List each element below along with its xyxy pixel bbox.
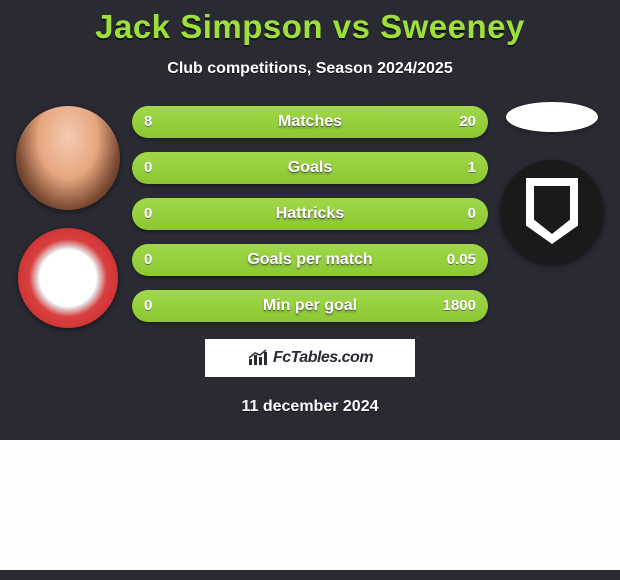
player2-column: [492, 106, 612, 264]
page-title: Jack Simpson vs Sweeney: [0, 8, 620, 46]
stat-label: Goals: [132, 152, 488, 184]
stat-row-matches: 8 Matches 20: [132, 106, 488, 138]
subtitle: Club competitions, Season 2024/2025: [0, 60, 620, 78]
stat-label: Hattricks: [132, 198, 488, 230]
player2-club-badge: [500, 160, 604, 264]
player1-column: [8, 106, 128, 328]
player1-club-badge: [18, 228, 118, 328]
stat-right-value: 0.05: [447, 244, 476, 276]
stat-row-goals-per-match: 0 Goals per match 0.05: [132, 244, 488, 276]
stat-right-value: 1800: [443, 290, 476, 322]
brand-text: FcTables.com: [273, 349, 373, 367]
brand-badge: FcTables.com: [202, 336, 418, 380]
stat-right-value: 0: [468, 198, 476, 230]
player2-avatar-placeholder: [506, 102, 598, 132]
stat-row-min-per-goal: 0 Min per goal 1800: [132, 290, 488, 322]
stat-right-value: 20: [459, 106, 476, 138]
stat-label: Min per goal: [132, 290, 488, 322]
bottom-whitespace: [0, 440, 620, 570]
stat-row-goals: 0 Goals 1: [132, 152, 488, 184]
stat-label: Matches: [132, 106, 488, 138]
stat-row-hattricks: 0 Hattricks 0: [132, 198, 488, 230]
stat-bars: 8 Matches 20 0 Goals 1 0 Hattricks 0 0 G…: [132, 106, 488, 322]
comparison-card: Jack Simpson vs Sweeney Club competition…: [0, 0, 620, 570]
player1-avatar: [16, 106, 120, 210]
stat-right-value: 1: [468, 152, 476, 184]
chart-icon: [247, 349, 269, 367]
date-label: 11 december 2024: [0, 398, 620, 416]
stat-label: Goals per match: [132, 244, 488, 276]
main-area: 8 Matches 20 0 Goals 1 0 Hattricks 0 0 G…: [0, 106, 620, 322]
